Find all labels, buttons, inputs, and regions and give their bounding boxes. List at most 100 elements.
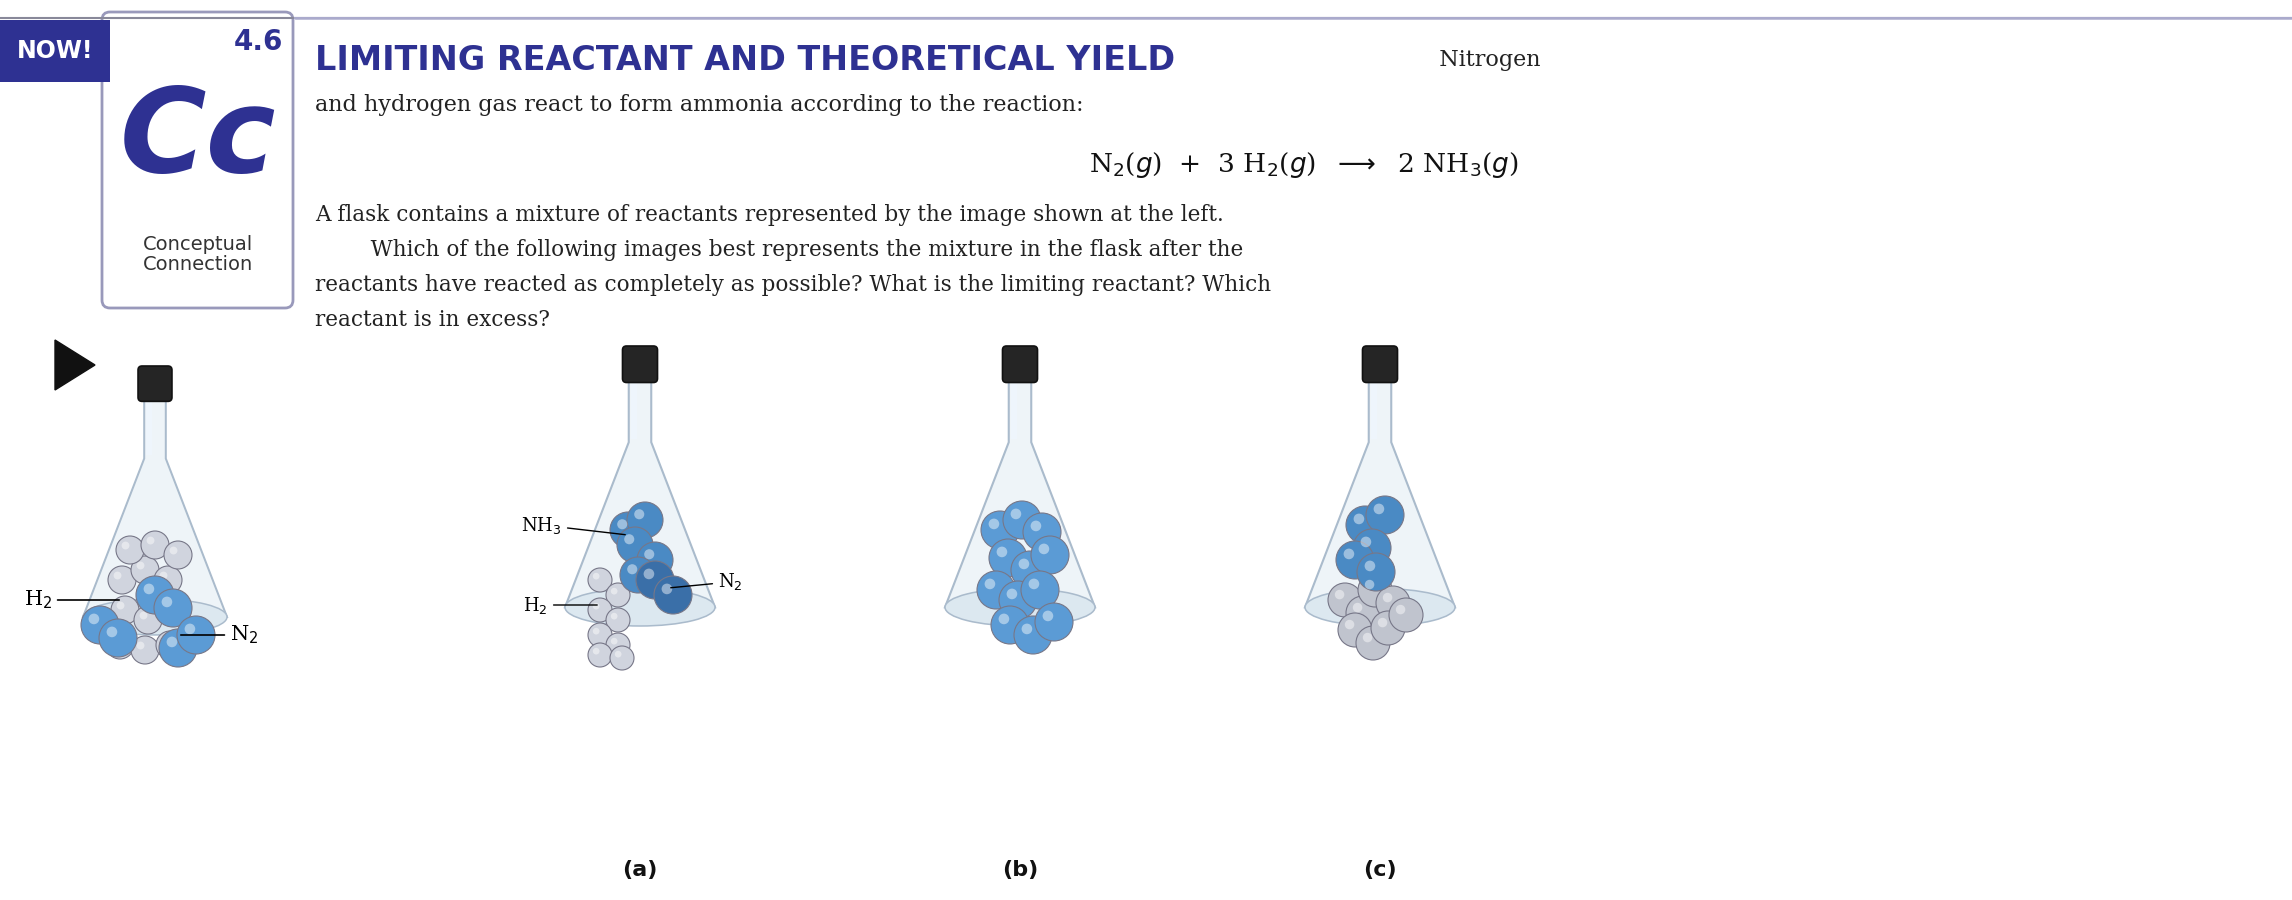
Circle shape	[1345, 506, 1384, 544]
Polygon shape	[944, 379, 1096, 608]
Circle shape	[1377, 617, 1387, 627]
Circle shape	[635, 561, 674, 599]
Circle shape	[610, 646, 635, 670]
Circle shape	[1345, 596, 1380, 630]
Circle shape	[154, 589, 193, 627]
Circle shape	[617, 527, 653, 563]
Bar	[623, 371, 656, 377]
Text: H$_2$: H$_2$	[23, 589, 119, 611]
Circle shape	[131, 636, 158, 664]
Text: LIMITING REACTANT AND THEORETICAL YIELD: LIMITING REACTANT AND THEORETICAL YIELD	[314, 43, 1176, 76]
Circle shape	[610, 613, 617, 619]
Polygon shape	[566, 379, 715, 608]
Circle shape	[115, 572, 121, 580]
Circle shape	[1352, 603, 1361, 612]
Bar	[147, 401, 151, 455]
Circle shape	[644, 569, 653, 580]
Text: H$_2$: H$_2$	[523, 595, 598, 616]
Circle shape	[147, 536, 154, 544]
Circle shape	[1004, 501, 1041, 539]
Circle shape	[140, 612, 147, 619]
Bar	[1004, 371, 1036, 377]
Circle shape	[614, 651, 621, 658]
Circle shape	[653, 576, 692, 614]
Circle shape	[1006, 589, 1018, 599]
Circle shape	[108, 626, 117, 637]
Circle shape	[1018, 559, 1029, 569]
Text: Cc: Cc	[119, 83, 277, 197]
Polygon shape	[55, 340, 94, 390]
Circle shape	[594, 628, 601, 634]
Circle shape	[1013, 616, 1052, 654]
Circle shape	[1022, 624, 1031, 634]
Circle shape	[165, 541, 193, 569]
Circle shape	[1366, 496, 1405, 534]
Circle shape	[589, 623, 612, 647]
Circle shape	[163, 597, 172, 608]
Circle shape	[1373, 504, 1384, 514]
Circle shape	[1031, 536, 1068, 574]
Circle shape	[158, 629, 197, 667]
Circle shape	[1022, 513, 1061, 551]
Circle shape	[170, 546, 176, 554]
Bar	[1371, 382, 1377, 438]
Circle shape	[1364, 633, 1373, 643]
Circle shape	[589, 643, 612, 667]
Circle shape	[589, 598, 612, 622]
Circle shape	[117, 536, 144, 564]
Circle shape	[990, 539, 1027, 577]
Circle shape	[662, 583, 672, 594]
Bar	[1011, 382, 1018, 438]
Circle shape	[1327, 583, 1361, 617]
Text: Nitrogen: Nitrogen	[1426, 49, 1540, 71]
Circle shape	[1339, 613, 1373, 647]
Text: and hydrogen gas react to form ammonia according to the reaction:: and hydrogen gas react to form ammonia a…	[314, 94, 1084, 116]
Circle shape	[1371, 611, 1405, 645]
Circle shape	[176, 616, 215, 654]
Circle shape	[1336, 541, 1373, 579]
Circle shape	[167, 636, 176, 647]
Circle shape	[1364, 561, 1375, 572]
Bar	[140, 391, 170, 396]
Circle shape	[617, 519, 628, 529]
Circle shape	[999, 581, 1036, 619]
Text: A flask contains a mixture of reactants represented by the image shown at the le: A flask contains a mixture of reactants …	[314, 204, 1224, 226]
Circle shape	[1375, 586, 1410, 620]
Circle shape	[186, 624, 195, 634]
Circle shape	[594, 603, 601, 609]
Circle shape	[121, 542, 128, 549]
Circle shape	[131, 556, 158, 584]
Circle shape	[80, 606, 119, 644]
Text: N$_2$: N$_2$	[672, 572, 743, 592]
Circle shape	[1389, 598, 1423, 632]
Circle shape	[644, 549, 653, 559]
Circle shape	[156, 631, 183, 659]
Polygon shape	[1304, 379, 1455, 608]
Circle shape	[605, 633, 630, 657]
Circle shape	[1334, 590, 1345, 599]
FancyBboxPatch shape	[1002, 346, 1038, 382]
Circle shape	[99, 619, 138, 657]
Circle shape	[154, 566, 181, 594]
Circle shape	[1361, 536, 1371, 547]
Text: NH$_3$: NH$_3$	[520, 515, 626, 536]
Ellipse shape	[944, 589, 1096, 626]
Circle shape	[1038, 544, 1050, 554]
Text: Conceptual: Conceptual	[142, 236, 252, 255]
Circle shape	[1364, 580, 1375, 590]
Polygon shape	[83, 398, 227, 617]
Circle shape	[1031, 520, 1041, 531]
Circle shape	[628, 564, 637, 574]
Circle shape	[1357, 626, 1389, 660]
Circle shape	[594, 572, 601, 580]
Text: (b): (b)	[1002, 860, 1038, 880]
Circle shape	[163, 636, 170, 644]
Circle shape	[117, 601, 124, 609]
Circle shape	[1382, 593, 1391, 602]
Text: 4.6: 4.6	[234, 28, 282, 56]
Ellipse shape	[1304, 589, 1455, 626]
Circle shape	[621, 557, 656, 593]
Circle shape	[981, 511, 1020, 549]
Circle shape	[610, 512, 646, 548]
Circle shape	[105, 631, 133, 659]
